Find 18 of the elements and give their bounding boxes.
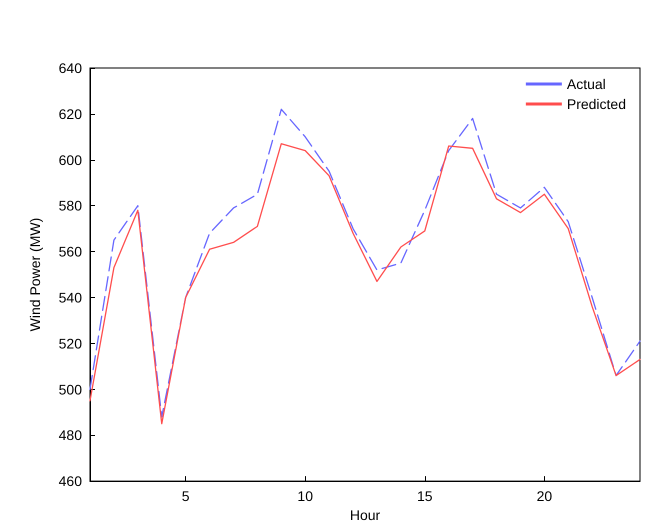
x-tick-label: 10	[297, 488, 314, 504]
x-tick-label: 15	[416, 488, 433, 504]
y-tick-label: 500	[58, 381, 82, 398]
y-tick-label: 560	[58, 244, 82, 260]
y-tick-label: 520	[58, 335, 82, 352]
y-tick-label: 620	[58, 106, 82, 122]
y-tick-label: 600	[58, 152, 82, 168]
y-tick-label: 580	[58, 198, 82, 214]
y-tick-label: 640	[58, 60, 82, 76]
x-tick-label: 20	[536, 488, 552, 504]
legend-label: Actual	[566, 76, 606, 92]
legend-label: Predicted	[566, 96, 626, 112]
y-axis-title: Wind Power (MW)	[27, 218, 43, 332]
x-axis-title: Hour	[350, 507, 381, 523]
x-tick-label: 5	[182, 488, 190, 504]
y-tick-label: 540	[58, 290, 82, 306]
y-tick-label: 460	[58, 473, 82, 490]
y-tick-label: 480	[58, 427, 82, 444]
